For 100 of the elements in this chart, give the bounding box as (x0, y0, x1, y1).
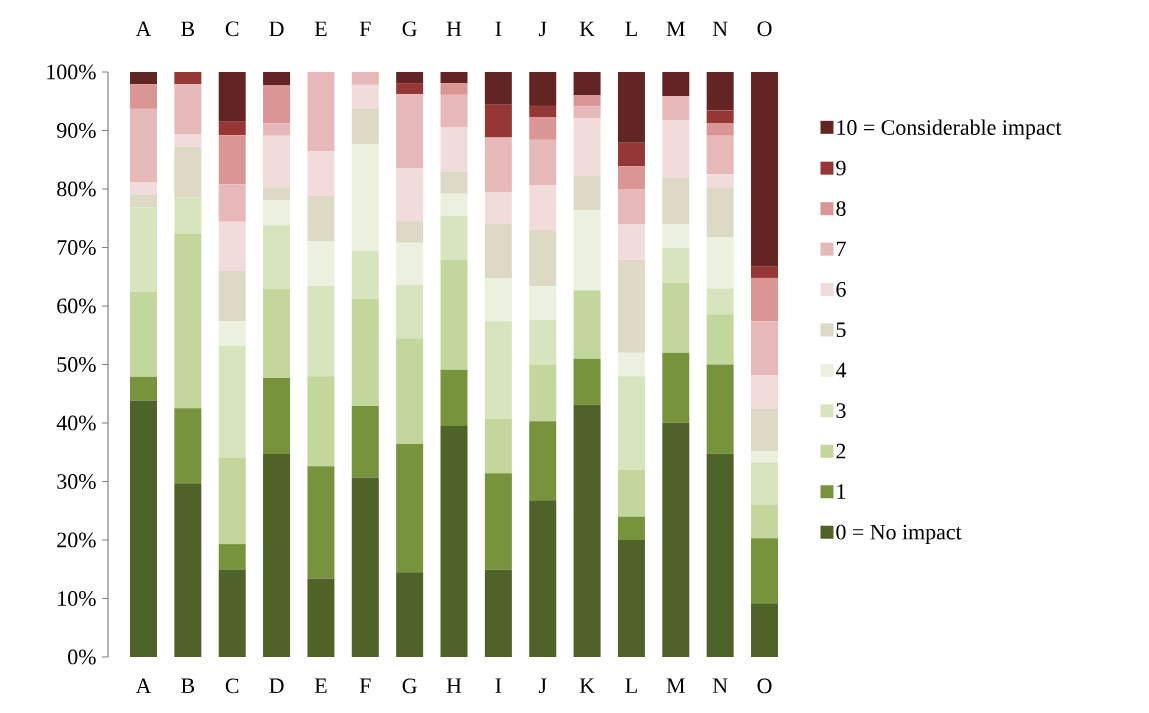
bar (662, 119, 690, 178)
category-label: H (446, 21, 462, 36)
bar (263, 288, 291, 378)
legend-label: 2 (836, 443, 846, 459)
bar (662, 248, 690, 283)
category-label: D (269, 21, 284, 37)
bar (440, 71, 468, 84)
x-tick-label: L (625, 678, 637, 693)
bar (751, 266, 779, 278)
bar (484, 191, 512, 224)
legend-label: 3 (836, 403, 846, 418)
bar (706, 71, 734, 111)
x-tick-label: E (314, 678, 327, 693)
bar (307, 151, 335, 197)
bar (307, 578, 335, 657)
bar (751, 538, 779, 604)
bar (351, 477, 379, 657)
bar (129, 84, 157, 109)
y-tick-label: 90% (57, 123, 96, 138)
bar (662, 422, 690, 657)
bar (706, 364, 734, 454)
bar (617, 469, 645, 517)
bar (218, 121, 246, 136)
x-tick-label: I (495, 678, 502, 693)
bar (218, 544, 246, 570)
bar (573, 210, 601, 291)
y-tick-label: 0% (68, 649, 96, 665)
bar (573, 358, 601, 405)
bar (174, 84, 202, 135)
bar (218, 135, 246, 185)
bar (529, 320, 557, 365)
bar (617, 71, 645, 143)
bar (218, 569, 246, 657)
bar (751, 71, 779, 267)
bar (174, 71, 202, 85)
bar (484, 569, 512, 657)
category-label: I (495, 21, 502, 36)
bar (751, 408, 779, 452)
y-tick-label: 10% (58, 591, 96, 606)
legend-label: 7 (836, 241, 846, 257)
bar (529, 184, 557, 230)
bar (263, 454, 291, 657)
bar (529, 139, 557, 185)
bar (307, 466, 335, 579)
bar (573, 106, 601, 119)
bar (662, 71, 690, 96)
bar (263, 377, 291, 454)
bar (484, 71, 512, 105)
bar (662, 352, 690, 423)
bar (396, 338, 424, 445)
bar (307, 71, 335, 152)
y-tick-label: 100% (47, 64, 96, 80)
bar (617, 376, 645, 470)
x-tick-label: O (757, 678, 772, 694)
bar (218, 345, 246, 458)
x-tick-label: D (269, 678, 284, 693)
bar (396, 167, 424, 222)
y-tick-label: 60% (57, 298, 96, 314)
legend-label: 10 = Considerable impact (837, 119, 1062, 140)
legend-label: 4 (835, 362, 847, 378)
bar (307, 196, 335, 242)
bar (529, 105, 557, 118)
bar (174, 234, 202, 409)
bar (751, 603, 779, 657)
bar (129, 108, 157, 183)
bar (484, 321, 512, 419)
bar (617, 224, 645, 260)
bar (484, 104, 512, 138)
bar (440, 193, 468, 216)
bar (440, 215, 468, 260)
x-tick-label: J (538, 678, 547, 694)
bar (706, 135, 734, 175)
bar (174, 483, 202, 657)
bar (706, 288, 734, 315)
bar (617, 352, 645, 377)
bar (440, 259, 468, 370)
bar (263, 123, 291, 136)
category-label: B (181, 21, 195, 37)
bar (396, 444, 424, 573)
bar (440, 83, 468, 95)
bar (263, 135, 291, 188)
bar (484, 473, 512, 570)
bar (263, 85, 291, 124)
bar (484, 277, 512, 322)
bar (396, 221, 424, 243)
bar (529, 286, 557, 321)
x-tick-label: F (359, 678, 371, 693)
bar (440, 425, 468, 657)
y-tick-label: 40% (56, 415, 96, 431)
legend-label: 8 (836, 201, 846, 216)
bar (751, 504, 779, 539)
bar (396, 71, 424, 84)
category-label: F (359, 21, 371, 36)
bar (662, 224, 690, 249)
bar (529, 71, 557, 106)
bar (218, 184, 246, 222)
bar (484, 418, 512, 474)
bar (573, 118, 601, 177)
y-tick-label: 30% (57, 474, 96, 489)
bar (751, 375, 779, 409)
